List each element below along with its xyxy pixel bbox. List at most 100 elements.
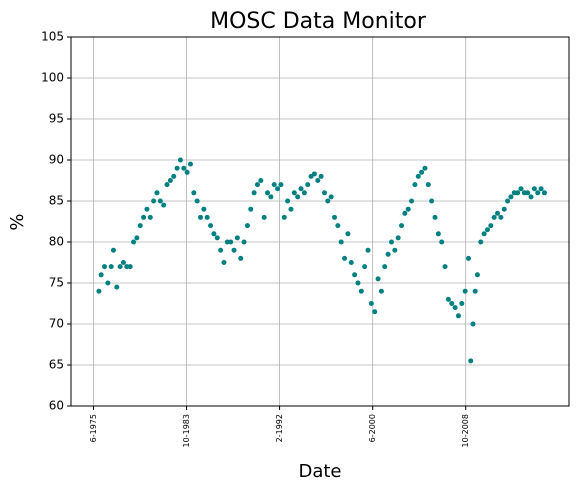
plot-frame <box>70 36 570 407</box>
point <box>251 190 257 196</box>
point <box>187 161 193 167</box>
point <box>301 190 307 196</box>
point <box>248 206 254 212</box>
point <box>468 358 474 364</box>
point <box>214 235 220 241</box>
point <box>141 214 147 220</box>
point <box>134 235 140 241</box>
point <box>348 260 354 265</box>
point <box>278 182 284 188</box>
point <box>518 186 524 192</box>
point <box>144 206 150 212</box>
point <box>445 296 451 302</box>
y-tick-label: 85 <box>49 194 64 208</box>
point <box>117 264 123 270</box>
point <box>244 223 250 229</box>
point <box>184 169 190 175</box>
point <box>459 301 465 306</box>
point <box>449 301 455 306</box>
point <box>164 182 170 188</box>
point <box>177 157 183 163</box>
point <box>528 194 534 200</box>
point <box>295 194 301 200</box>
point <box>261 214 267 220</box>
point <box>315 178 321 183</box>
point <box>470 321 476 327</box>
point <box>466 255 472 261</box>
point <box>425 182 431 188</box>
point <box>137 223 143 229</box>
point <box>462 288 468 294</box>
point <box>535 190 541 196</box>
y-tick-label: 65 <box>49 358 64 372</box>
x-axis-label: Date <box>298 461 341 482</box>
point <box>265 190 271 196</box>
point <box>101 264 107 270</box>
point <box>412 182 418 188</box>
point <box>541 190 547 196</box>
point <box>498 214 504 220</box>
y-tick-label: 80 <box>49 235 64 249</box>
point <box>174 165 180 171</box>
point <box>378 288 384 294</box>
point <box>151 198 157 204</box>
point <box>484 227 490 233</box>
point <box>234 235 240 241</box>
point <box>472 288 478 294</box>
x-tick-label: 6-2000 <box>368 414 377 442</box>
point <box>120 260 126 265</box>
point <box>419 169 425 175</box>
y-axis-label: % <box>7 213 28 230</box>
point <box>191 190 197 196</box>
point <box>291 190 297 196</box>
point <box>375 276 381 282</box>
point <box>258 178 264 183</box>
point <box>228 239 234 245</box>
point <box>198 214 204 220</box>
point <box>254 182 260 188</box>
point <box>271 182 277 188</box>
point <box>495 210 501 216</box>
point <box>432 214 438 220</box>
point <box>342 255 348 261</box>
point <box>395 235 401 241</box>
point <box>402 210 408 216</box>
point <box>131 239 137 245</box>
point <box>218 247 224 253</box>
point <box>147 214 153 220</box>
point <box>355 280 361 286</box>
point <box>525 190 531 196</box>
point <box>108 264 114 270</box>
x-tick-label: 10-2008 <box>461 414 470 447</box>
point <box>298 186 304 192</box>
point <box>352 272 358 278</box>
point <box>231 247 237 253</box>
point <box>114 284 120 290</box>
point <box>204 214 210 220</box>
point <box>435 231 441 237</box>
point <box>275 186 281 192</box>
point <box>415 173 421 179</box>
point <box>538 186 544 192</box>
point <box>288 206 294 212</box>
point <box>409 198 415 204</box>
point <box>321 190 327 196</box>
point <box>268 194 274 200</box>
chart-title: MOSC Data Monitor <box>210 9 427 34</box>
y-tick-label: 95 <box>49 112 64 126</box>
point <box>365 247 371 253</box>
point <box>422 165 428 171</box>
point <box>478 239 484 245</box>
point <box>325 198 331 204</box>
point <box>455 313 461 319</box>
point <box>439 239 445 245</box>
point <box>208 223 214 229</box>
point <box>241 239 247 245</box>
y-tick-label: 75 <box>49 276 64 290</box>
point <box>238 255 244 261</box>
point <box>508 194 514 200</box>
point <box>385 251 391 257</box>
point <box>157 198 163 204</box>
point <box>110 247 116 253</box>
x-tick-label: 6-1975 <box>89 414 98 442</box>
